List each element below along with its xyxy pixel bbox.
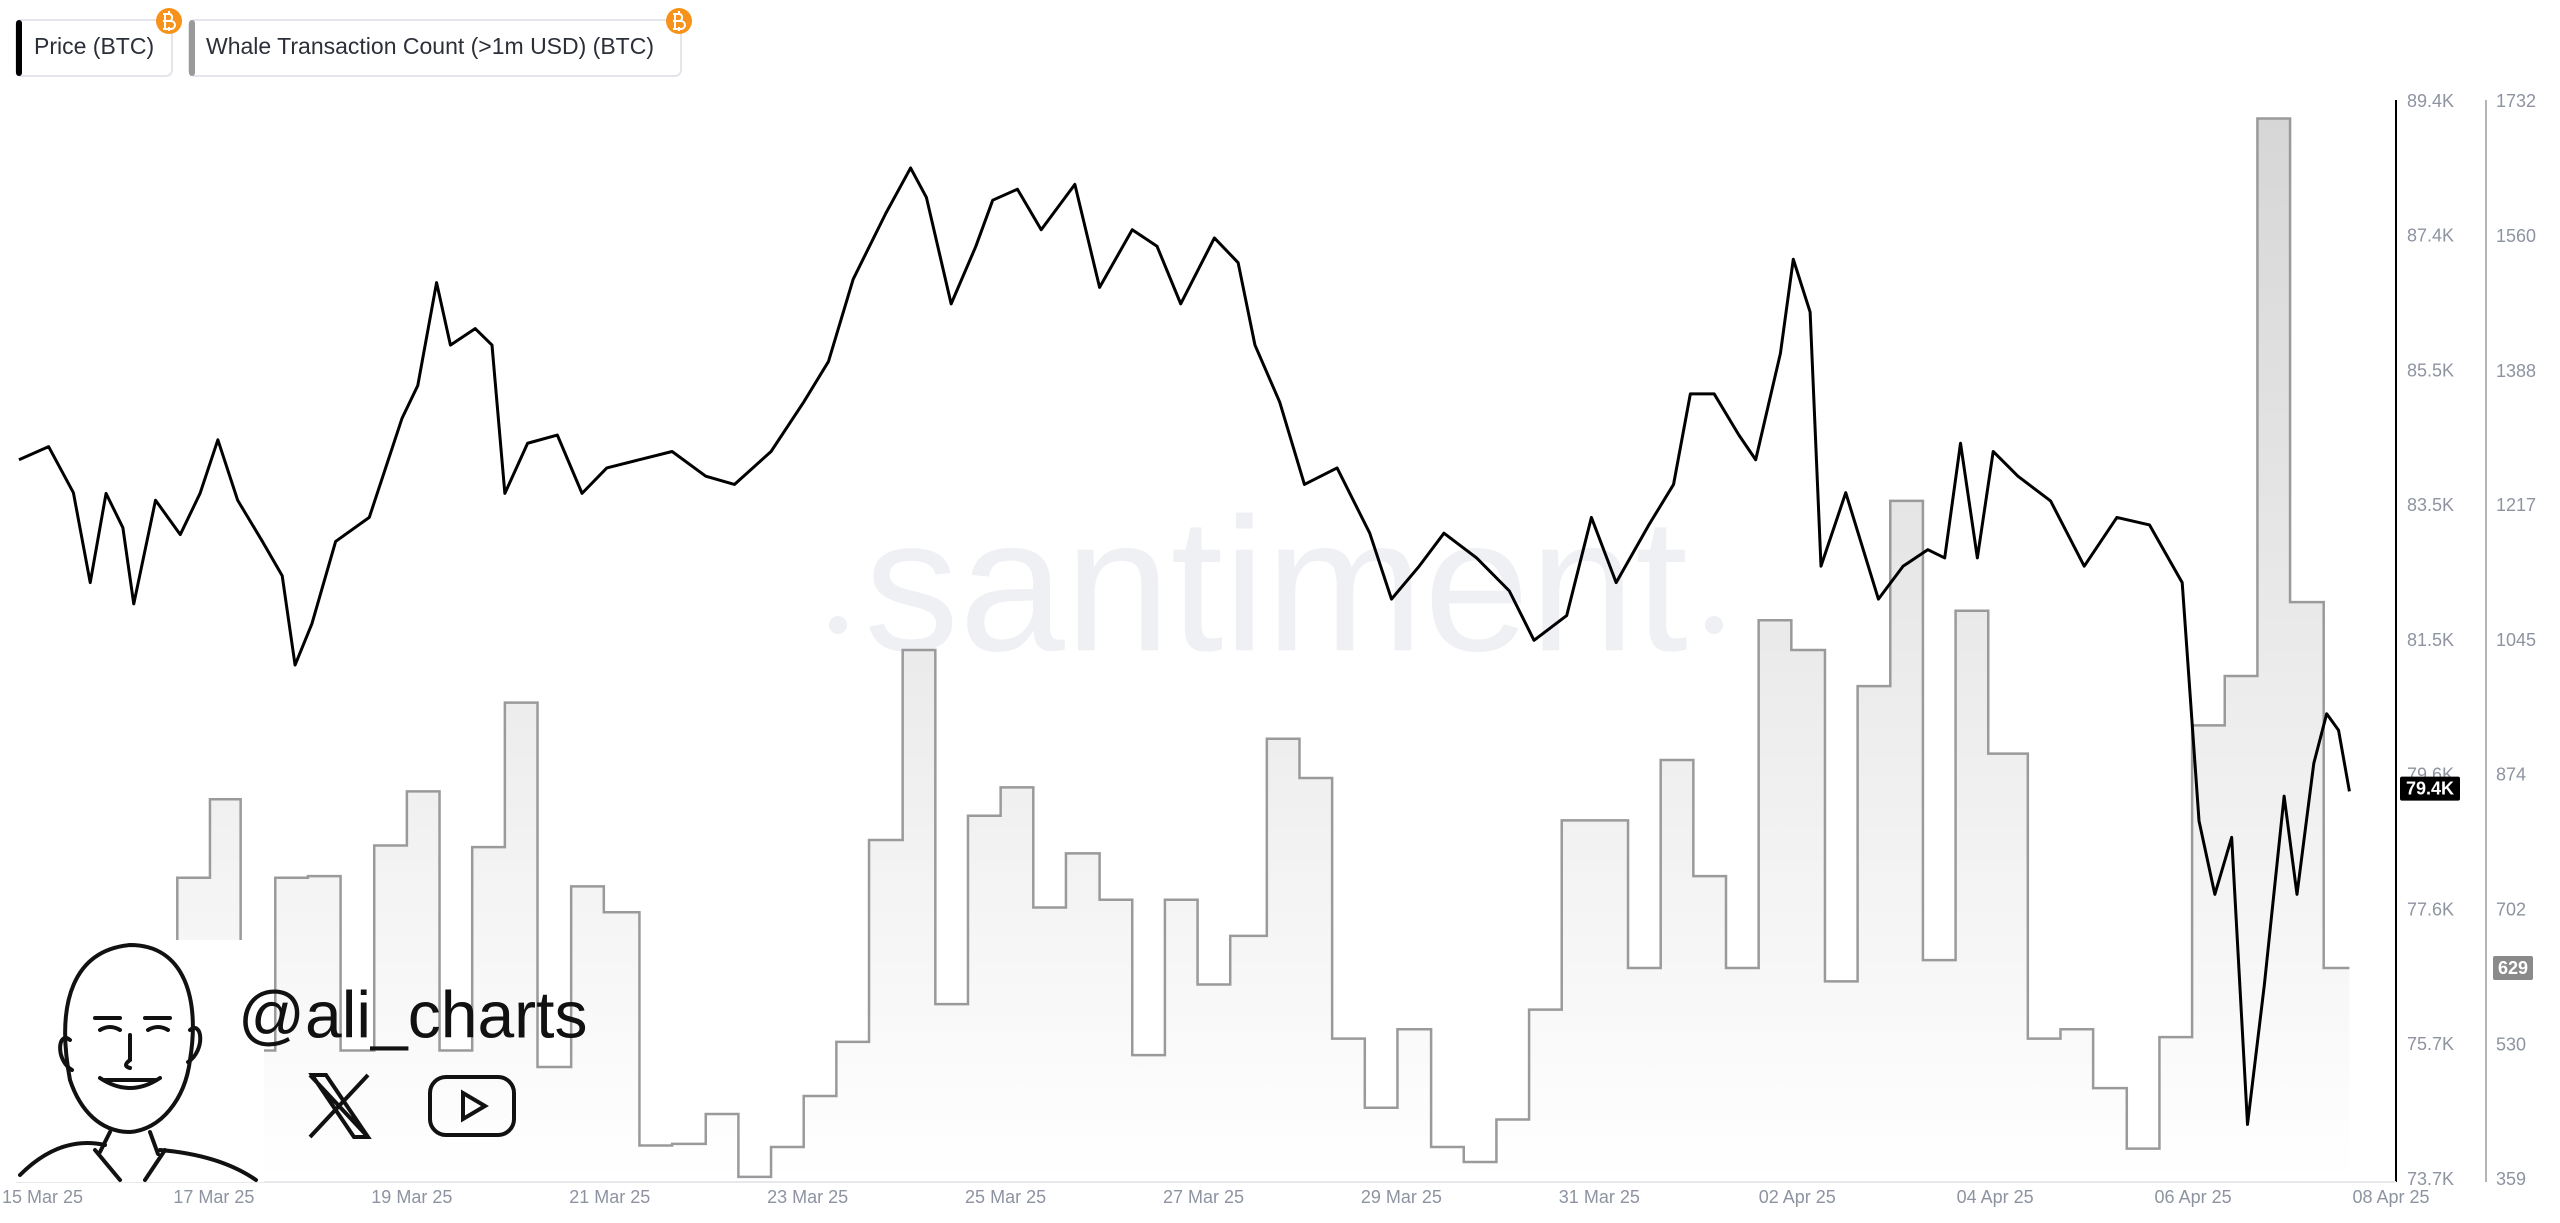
x-tick-label: 19 Mar 25 [371, 1187, 452, 1207]
x-tick-label: 08 Apr 25 [2352, 1187, 2429, 1207]
legend-swatch [16, 20, 22, 76]
value-badge [2493, 956, 2533, 981]
y2-tick-label: 1388 [2496, 361, 2536, 381]
y2-tick-label: 702 [2496, 899, 2526, 919]
x-icon[interactable] [308, 1073, 372, 1139]
y2-tick-label: 1045 [2496, 630, 2536, 650]
x-tick-label: 21 Mar 25 [569, 1187, 650, 1207]
value-badge-label: 79.4K [2406, 778, 2454, 798]
x-tick-label: 23 Mar 25 [767, 1187, 848, 1207]
y-tick-label: 75.7K [2407, 1034, 2454, 1054]
price-line [18, 166, 2351, 1126]
watermark: santiment [864, 479, 1688, 691]
youtube-icon-play [461, 1089, 489, 1123]
x-tick-label: 04 Apr 25 [1957, 1187, 2034, 1207]
y-tick-label: 85.5K [2407, 360, 2454, 380]
y2-tick-label: 874 [2496, 764, 2526, 784]
y-tick-label: 77.6K [2407, 899, 2454, 919]
value-badge-label: 629 [2498, 958, 2528, 978]
legend-swatch [189, 20, 195, 76]
watermark-dot [829, 616, 847, 634]
x-tick-label: 17 Mar 25 [173, 1187, 254, 1207]
btc-icon-glyph [673, 11, 686, 31]
x-tick-label: 27 Mar 25 [1163, 1187, 1244, 1207]
value-badge [2400, 776, 2460, 801]
x-tick-label: 25 Mar 25 [965, 1187, 1046, 1207]
watermark-dot [1705, 616, 1723, 634]
avatar [18, 942, 258, 1182]
avatar-bg [14, 940, 264, 1182]
legend: Price (BTC) Whale Transaction Count (>1m… [15, 8, 692, 77]
y-tick-label: 83.5K [2407, 495, 2454, 515]
y-tick-label: 87.4K [2407, 226, 2454, 246]
credit-handle: @ali_charts [238, 977, 587, 1051]
x-tick-label: 02 Apr 25 [1759, 1187, 1836, 1207]
y2-tick-label: 530 [2496, 1034, 2526, 1054]
x-tick-label: 31 Mar 25 [1559, 1187, 1640, 1207]
plot [16, 117, 2351, 1180]
x-tick-label: 29 Mar 25 [1361, 1187, 1442, 1207]
y2-tick-label: 1732 [2496, 91, 2536, 111]
legend-label: Price (BTC) [34, 33, 154, 59]
credit: @ali_charts [14, 940, 587, 1182]
x-tick-label: 15 Mar 25 [2, 1187, 83, 1207]
y2-tick-label: 1560 [2496, 226, 2536, 246]
whale-line [16, 117, 2350, 1179]
y2-tick-label: 359 [2496, 1169, 2526, 1189]
legend-label: Whale Transaction Count (>1m USD) (BTC) [206, 33, 654, 59]
whale-area [16, 118, 2350, 1180]
x-tick-label: 06 Apr 25 [2155, 1187, 2232, 1207]
y-tick-label: 89.4K [2407, 91, 2454, 111]
btc-icon-glyph [163, 11, 176, 31]
y-tick-label: 81.5K [2407, 630, 2454, 650]
y-tick-label: 73.7K [2407, 1169, 2454, 1189]
youtube-icon[interactable] [428, 1075, 516, 1137]
y2-tick-label: 1217 [2496, 495, 2536, 515]
